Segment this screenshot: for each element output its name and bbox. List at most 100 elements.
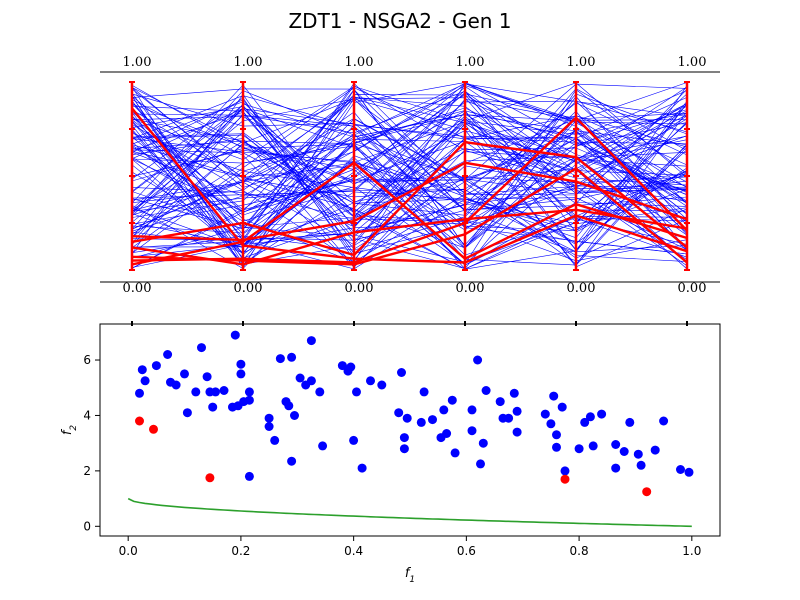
dominated-point [659, 416, 669, 426]
population-line [131, 95, 688, 249]
dominated-point [467, 405, 477, 415]
population-line [131, 86, 688, 161]
population-line [131, 115, 688, 268]
dominated-point [611, 440, 621, 449]
x-tick-label: 0.6 [457, 544, 476, 558]
dominated-point [428, 415, 437, 425]
nondominated-point [149, 424, 158, 434]
population-line [131, 98, 688, 236]
dominated-point [447, 395, 457, 405]
population-line [131, 94, 688, 212]
population-line [131, 92, 688, 270]
population-line [131, 129, 688, 259]
dominated-point [676, 465, 685, 474]
dominated-point [287, 352, 297, 362]
pc-axis-max-label: 1.00 [123, 55, 152, 70]
population-line [131, 93, 688, 223]
dominated-point [557, 402, 567, 412]
pareto-line [131, 140, 688, 257]
population-lines [131, 82, 688, 270]
pc-axis-min-label: 0.00 [678, 281, 707, 296]
dominated-point [163, 350, 173, 359]
dominated-point [315, 387, 325, 397]
dominated-point [402, 413, 412, 423]
dominated-point [481, 386, 491, 395]
population-line [131, 115, 688, 223]
population-line [131, 85, 688, 240]
dominated-point [650, 445, 660, 455]
dominated-point [399, 444, 409, 454]
dominated-point [290, 411, 299, 420]
figure-title: ZDT1 - NSGA2 - Gen 1 [288, 9, 511, 33]
dominated-point [264, 413, 274, 423]
scatter-points [135, 330, 694, 497]
dominated-point [467, 426, 477, 436]
population-line [131, 82, 688, 260]
dominated-point [495, 397, 505, 407]
population-line [131, 149, 688, 249]
dominated-point [318, 441, 328, 451]
population-line [131, 117, 688, 249]
dominated-point [377, 380, 387, 390]
dominated-point [140, 376, 150, 386]
y-tick-label: 6 [83, 353, 91, 367]
dominated-point [504, 413, 514, 423]
dominated-point [560, 466, 570, 476]
dominated-point [236, 359, 246, 369]
population-line [131, 113, 688, 255]
x-tick-label: 1.0 [682, 544, 701, 558]
pareto-front-line [127, 497, 692, 528]
dominated-point [512, 427, 522, 437]
population-line [131, 82, 688, 267]
pareto-line [131, 208, 688, 266]
dominated-point [684, 467, 694, 477]
dominated-point [546, 419, 556, 429]
dominated-point [366, 376, 375, 386]
population-line [131, 113, 688, 249]
dominated-point [284, 401, 294, 411]
pc-axis-max-label: 1.00 [345, 55, 374, 70]
dominated-point [287, 456, 297, 466]
pareto-line [131, 161, 688, 242]
dominated-point [337, 361, 347, 371]
dominated-point [191, 387, 201, 397]
dominated-point [450, 448, 460, 458]
dominated-point [597, 409, 607, 419]
pc-axis-min-label: 0.00 [456, 281, 485, 296]
population-line [131, 83, 688, 263]
dominated-point [211, 387, 220, 397]
population-line [131, 97, 688, 245]
population-line [131, 93, 688, 211]
pc-axis-min-label: 0.00 [123, 281, 152, 296]
dominated-point [442, 429, 452, 438]
pc-axis-min-label: 0.00 [567, 281, 596, 296]
dominated-point [476, 459, 485, 469]
dominated-point [197, 343, 206, 353]
x-tick-label: 0.4 [344, 544, 363, 558]
nondominated-point [560, 474, 570, 484]
dominated-point [230, 330, 240, 340]
population-line [131, 99, 688, 230]
population-line [131, 85, 688, 188]
population-line [131, 87, 688, 248]
population-line [131, 99, 688, 268]
dominated-point [270, 435, 280, 445]
dominated-point [619, 447, 629, 456]
parallel-coordinates-plot: 1.00 0.00 1.00 0.00 1.00 0.00 1.00 0.00 1.00 0.00… [100, 55, 720, 326]
population-line [131, 85, 688, 270]
population-line [131, 136, 688, 228]
population-line [131, 111, 688, 258]
population-line [131, 113, 688, 270]
x-tick-label: 0.2 [231, 544, 250, 558]
population-line [131, 124, 688, 248]
x-tick-label: 0.0 [119, 544, 138, 558]
dominated-point [236, 369, 246, 379]
dominated-point [478, 438, 488, 448]
dominated-point [357, 463, 367, 473]
pc-axis-max-label: 1.00 [678, 55, 707, 70]
population-line [131, 90, 688, 232]
population-line [131, 107, 688, 255]
dominated-point [473, 355, 483, 365]
population-line [131, 130, 688, 232]
dominated-point [509, 388, 519, 398]
